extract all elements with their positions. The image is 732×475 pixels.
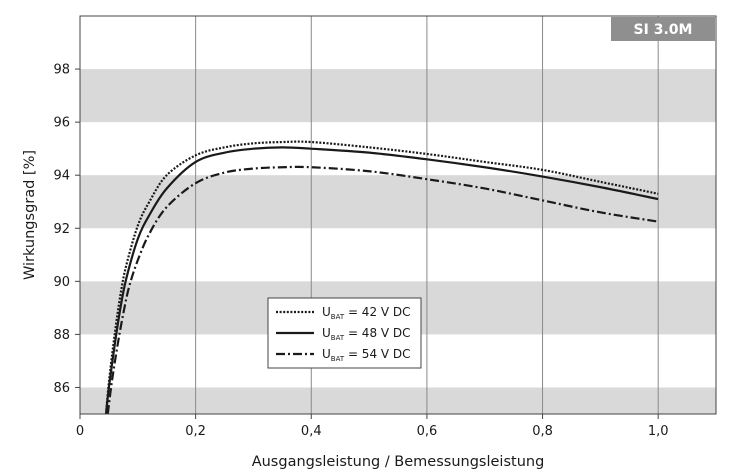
- model-badge-text: SI 3.0M: [634, 22, 693, 38]
- y-tick-label-6: 98: [53, 63, 70, 78]
- legend-label-sub-2: BAT: [331, 355, 345, 363]
- plot-frame: [79, 15, 717, 415]
- x-tick-label-1: 0,2: [185, 424, 206, 439]
- y-tick-label-0: 86: [53, 381, 70, 396]
- legend-label-main-2: U: [322, 347, 331, 361]
- series-line-2: [106, 165, 659, 415]
- y-tick-label-1: 88: [53, 328, 70, 343]
- legend-label-2: UBAT = 54 V DC: [322, 347, 411, 363]
- y-tick-label-3: 92: [53, 222, 70, 237]
- x-tick-label-2: 0,4: [301, 424, 322, 439]
- legend-label-main-1: U: [322, 326, 331, 340]
- y-axis-ticks: 86 88 90 92 94 96 98: [53, 63, 80, 396]
- x-tick-label-3: 0,6: [417, 424, 438, 439]
- legend-label-rest-1: = 48 V DC: [344, 326, 410, 340]
- model-badge: SI 3.0M: [611, 17, 715, 41]
- band-0: [80, 387, 716, 414]
- y-tick-label-4: 94: [53, 169, 70, 184]
- legend-label-0: UBAT = 42 V DC: [322, 305, 411, 321]
- x-axis-ticks: 0 0,2 0,4 0,6 0,8 1,0: [76, 414, 669, 439]
- y-tick-label-5: 96: [53, 116, 70, 131]
- legend-label-sub-0: BAT: [331, 313, 345, 321]
- model-badge-background: [611, 17, 715, 41]
- y-axis-title: Wirkungsgrad [%]: [22, 150, 38, 280]
- series-line-0: [104, 140, 659, 415]
- x-tick-label-5: 1,0: [648, 424, 669, 439]
- legend-label-main-0: U: [322, 305, 331, 319]
- legend-label-1: UBAT = 48 V DC: [322, 326, 411, 342]
- x-tick-label-4: 0,8: [532, 424, 553, 439]
- legend-label-rest-0: = 42 V DC: [344, 305, 410, 319]
- series-lines: [104, 140, 659, 415]
- band-3: [80, 69, 716, 123]
- x-axis-title: Ausgangsleistung / Bemessungsleistung: [252, 454, 545, 470]
- y-tick-label-2: 90: [53, 275, 70, 290]
- legend-label-rest-2: = 54 V DC: [344, 347, 410, 361]
- x-tick-label-0: 0: [76, 424, 84, 439]
- series-line-1: [104, 146, 659, 415]
- band-2: [80, 175, 716, 229]
- legend-label-sub-1: BAT: [331, 334, 345, 342]
